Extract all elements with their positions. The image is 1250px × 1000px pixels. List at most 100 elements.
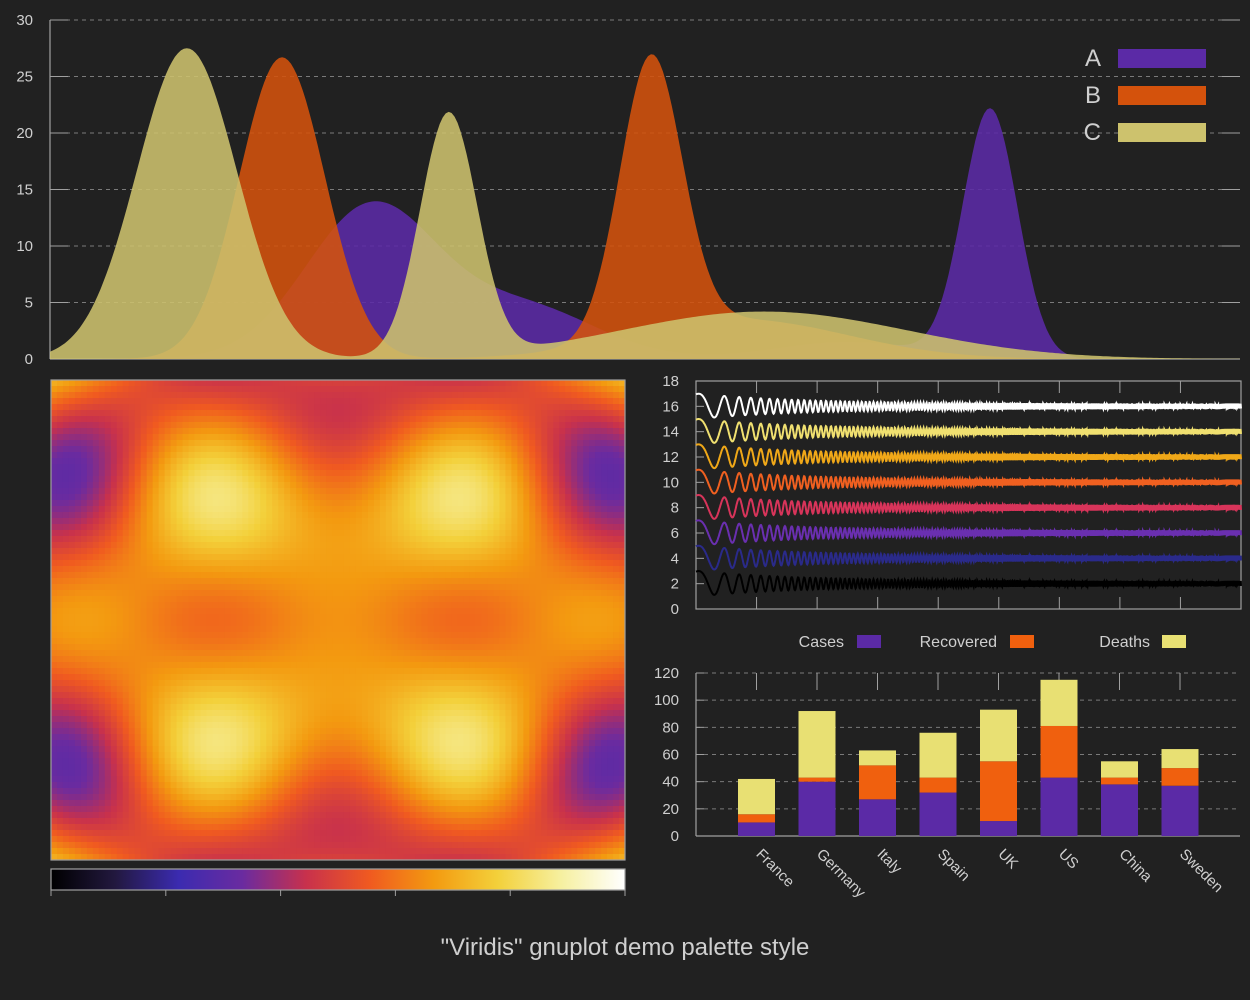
heatmap-cell <box>74 506 82 513</box>
heatmap-cell <box>242 620 249 627</box>
heatmap-cell <box>505 428 512 435</box>
heatmap-cell <box>224 410 231 417</box>
heatmap-cell <box>469 656 477 663</box>
heatmap-cell <box>523 458 530 465</box>
heatmap-cell <box>343 572 351 579</box>
heatmap-cell <box>278 386 285 393</box>
heatmap-cell <box>595 488 602 495</box>
heatmap-cell <box>164 512 172 519</box>
heatmap-cell <box>463 674 471 681</box>
heatmap-cell <box>158 488 166 495</box>
heatmap-cell <box>128 512 136 519</box>
heatmap-cell <box>242 584 249 591</box>
heatmap-cell <box>224 560 231 567</box>
heatmap-cell <box>421 626 429 633</box>
heatmap-cell <box>619 464 625 471</box>
heatmap-cell <box>559 494 566 501</box>
heatmap-cell <box>212 428 220 435</box>
heatmap-cell <box>188 398 196 405</box>
heatmap-cell <box>98 464 106 471</box>
heatmap-cell <box>98 506 106 513</box>
heatmap-cell <box>379 500 387 507</box>
heatmap-cell <box>116 416 124 423</box>
heatmap-cell <box>397 482 405 489</box>
heatmap-cell <box>320 530 327 537</box>
heatmap-cell <box>355 422 363 429</box>
heatmap-cell <box>547 398 554 405</box>
heatmap-cell <box>565 548 572 555</box>
heatmap-cell <box>439 602 447 609</box>
heatmap-cell <box>236 494 243 501</box>
heatmap-cell <box>463 458 471 465</box>
heatmap-cell <box>110 554 118 561</box>
heatmap-cell <box>338 482 345 489</box>
heatmap-cell <box>134 434 142 441</box>
heatmap-cell <box>68 470 76 477</box>
heatmap-cell <box>589 650 596 657</box>
heatmap-cell <box>302 584 309 591</box>
heatmap-cell <box>499 572 507 579</box>
heatmap-cell <box>517 602 524 609</box>
heatmap-cell <box>553 506 560 513</box>
heatmap-cell <box>367 506 375 513</box>
y-tick-label: 10 <box>16 238 33 255</box>
heatmap-cell <box>212 452 220 459</box>
heatmap-cell <box>320 482 327 489</box>
heatmap-cell <box>571 620 578 627</box>
heatmap-cell <box>427 458 435 465</box>
heatmap-cell <box>511 638 518 645</box>
heatmap-cell <box>427 518 435 525</box>
heatmap-cell <box>218 650 225 657</box>
heatmap-cell <box>463 518 471 525</box>
heatmap-cell <box>343 500 351 507</box>
heatmap-cell <box>332 488 339 495</box>
heatmap-cell <box>92 566 100 573</box>
heatmap-cell <box>314 644 321 651</box>
heatmap-cell <box>122 680 130 687</box>
heatmap-cell <box>194 674 202 681</box>
heatmap-cell <box>134 644 142 651</box>
heatmap-cell <box>284 446 291 453</box>
heatmap-cell <box>272 578 279 585</box>
heatmap-cell <box>272 584 279 591</box>
heatmap-cell <box>433 650 441 657</box>
heatmap-cell <box>314 680 321 687</box>
heatmap-cell <box>433 452 441 459</box>
heatmap-cell <box>98 554 106 561</box>
heatmap-cell <box>553 572 560 579</box>
heatmap-cell <box>523 380 530 387</box>
heatmap-cell <box>373 560 381 567</box>
heatmap-cell <box>493 380 501 387</box>
heatmap-cell <box>212 548 220 555</box>
heatmap-cell <box>385 578 393 585</box>
heatmap-cell <box>403 638 411 645</box>
heatmap-cell <box>355 476 363 483</box>
heatmap-cell <box>463 482 471 489</box>
heatmap-cell <box>194 386 202 393</box>
heatmap-cell <box>439 590 447 597</box>
heatmap-cell <box>409 536 417 543</box>
heatmap-cell <box>481 440 489 447</box>
heatmap-cell <box>439 584 447 591</box>
heatmap-cell <box>619 386 625 393</box>
heatmap-cell <box>511 620 518 627</box>
heatmap-cell <box>457 446 465 453</box>
heatmap-cell <box>260 464 267 471</box>
heatmap-cell <box>176 536 184 543</box>
heatmap-cell <box>74 602 82 609</box>
heatmap-cell <box>403 536 411 543</box>
heatmap-cell <box>553 596 560 603</box>
heatmap-cell <box>349 416 357 423</box>
heatmap-cell <box>296 548 303 555</box>
heatmap-cell <box>583 500 590 507</box>
heatmap-cell <box>511 650 518 657</box>
heatmap-cell <box>68 608 76 615</box>
heatmap-cell <box>583 578 590 585</box>
heatmap-cell <box>218 464 225 471</box>
heatmap-cell <box>433 644 441 651</box>
heatmap-cell <box>260 638 267 645</box>
heatmap-cell <box>320 548 327 555</box>
heatmap-cell <box>523 398 530 405</box>
heatmap-cell <box>553 584 560 591</box>
heatmap-cell <box>547 614 554 621</box>
